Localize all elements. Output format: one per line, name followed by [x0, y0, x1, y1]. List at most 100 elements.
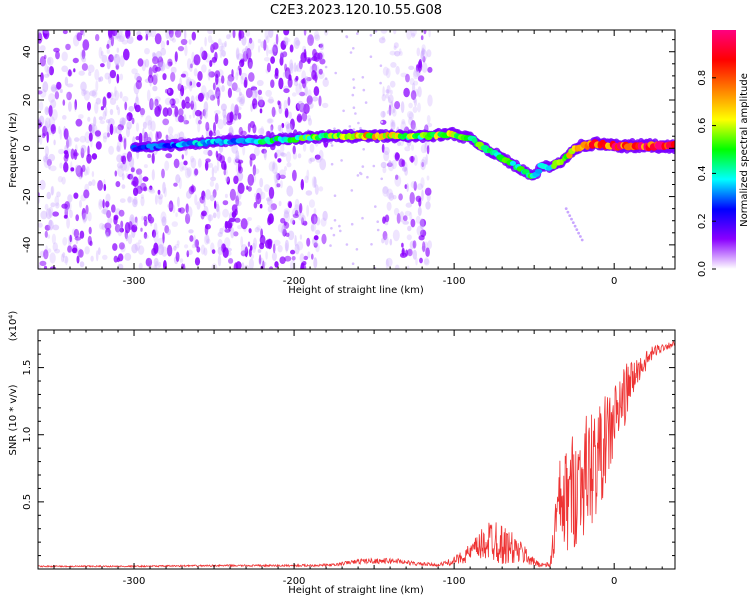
noise-speckle	[114, 223, 121, 233]
noise-speckle	[401, 247, 405, 257]
noise-speckle	[161, 216, 167, 227]
noise-speckle	[64, 76, 69, 86]
noise-speckle	[311, 176, 317, 189]
noise-speckle	[279, 174, 286, 179]
noise-speckle	[175, 174, 181, 184]
noise-speckle	[154, 66, 161, 72]
noise-speckle	[238, 126, 243, 136]
noise-speckle	[415, 215, 421, 224]
noise-speckle	[63, 150, 69, 155]
noise-speckle	[217, 254, 222, 267]
noise-speckle	[137, 245, 145, 255]
noise-speckle	[170, 71, 176, 82]
noise-speckle	[411, 32, 416, 38]
noise-speckle	[209, 180, 215, 187]
noise-speckle	[142, 121, 147, 129]
noise-speckle	[125, 115, 130, 122]
noise-speckle	[380, 177, 384, 181]
noise-speckle	[266, 118, 274, 124]
noise-speckle	[227, 74, 235, 82]
noise-speckle	[105, 119, 111, 124]
noise-speckle	[300, 263, 307, 269]
noise-speckle	[97, 247, 101, 256]
noise-speckle	[293, 62, 297, 73]
noise-speckle	[109, 69, 117, 79]
noise-speckle	[297, 153, 302, 159]
noise-speckle	[99, 120, 105, 125]
noise-speckle	[417, 206, 422, 216]
noise-speckle	[283, 36, 289, 45]
noise-speckle	[54, 248, 61, 254]
y-tick-label: 0	[22, 145, 33, 151]
noise-speckle	[385, 68, 391, 79]
ridge-cell	[509, 160, 517, 166]
noise-speckle	[58, 148, 65, 155]
noise-speckle	[157, 237, 165, 249]
noise-speckle	[51, 233, 57, 245]
noise-speckle	[112, 243, 118, 251]
noise-speckle	[306, 237, 311, 247]
noise-speckle	[299, 81, 303, 90]
noise-speckle	[374, 205, 377, 208]
noise-speckle	[289, 44, 294, 53]
noise-speckle	[185, 203, 189, 214]
noise-speckle	[267, 205, 274, 213]
noise-speckle	[171, 38, 177, 43]
noise-speckle	[417, 75, 425, 82]
noise-speckle	[349, 51, 353, 54]
noise-speckle	[47, 234, 51, 239]
y-tick-label: 40	[22, 45, 33, 58]
noise-speckle	[45, 208, 52, 220]
noise-speckle	[212, 131, 217, 137]
noise-speckle	[308, 158, 313, 164]
noise-speckle	[267, 213, 274, 225]
noise-speckle	[81, 207, 86, 220]
colorbar-tick-label: 0.4	[697, 165, 708, 181]
noise-speckle	[167, 107, 173, 117]
noise-speckle	[123, 137, 127, 150]
snr-frame	[37, 329, 676, 570]
noise-speckle	[389, 80, 396, 88]
noise-speckle	[150, 98, 154, 109]
noise-speckle	[203, 195, 206, 208]
noise-speckle	[152, 265, 157, 269]
noise-speckle	[305, 190, 313, 196]
noise-speckle	[168, 33, 175, 41]
noise-speckle	[278, 101, 282, 110]
noise-speckle	[413, 154, 418, 166]
noise-speckle	[156, 131, 162, 140]
noise-speckle	[235, 195, 240, 207]
noise-speckle	[280, 152, 287, 158]
noise-speckle	[258, 128, 265, 135]
noise-speckle	[44, 224, 51, 231]
noise-speckle	[61, 176, 66, 185]
noise-speckle	[271, 252, 277, 261]
noise-speckle	[227, 87, 232, 98]
noise-speckle	[179, 91, 183, 100]
noise-speckle	[260, 191, 266, 200]
noise-speckle	[184, 244, 189, 249]
noise-speckle	[249, 121, 255, 129]
noise-speckle	[168, 61, 173, 66]
noise-speckle	[151, 247, 157, 256]
noise-speckle	[315, 229, 321, 235]
noise-speckle	[106, 43, 110, 50]
noise-speckle	[240, 96, 246, 105]
noise-speckle	[200, 211, 205, 220]
noise-speckle	[340, 159, 343, 162]
noise-speckle	[97, 180, 103, 191]
noise-speckle	[104, 222, 112, 230]
noise-speckle	[260, 228, 263, 239]
noise-speckle	[175, 251, 180, 262]
tail-speckle	[571, 221, 575, 225]
noise-speckle	[254, 193, 257, 198]
noise-speckle	[309, 199, 315, 208]
noise-speckle	[361, 216, 364, 220]
noise-speckle	[315, 216, 321, 226]
noise-speckle	[223, 163, 227, 171]
noise-speckle	[386, 85, 391, 95]
noise-speckle	[166, 87, 174, 96]
noise-speckle	[194, 168, 199, 176]
noise-speckle	[381, 237, 385, 244]
noise-speckle	[146, 133, 150, 141]
